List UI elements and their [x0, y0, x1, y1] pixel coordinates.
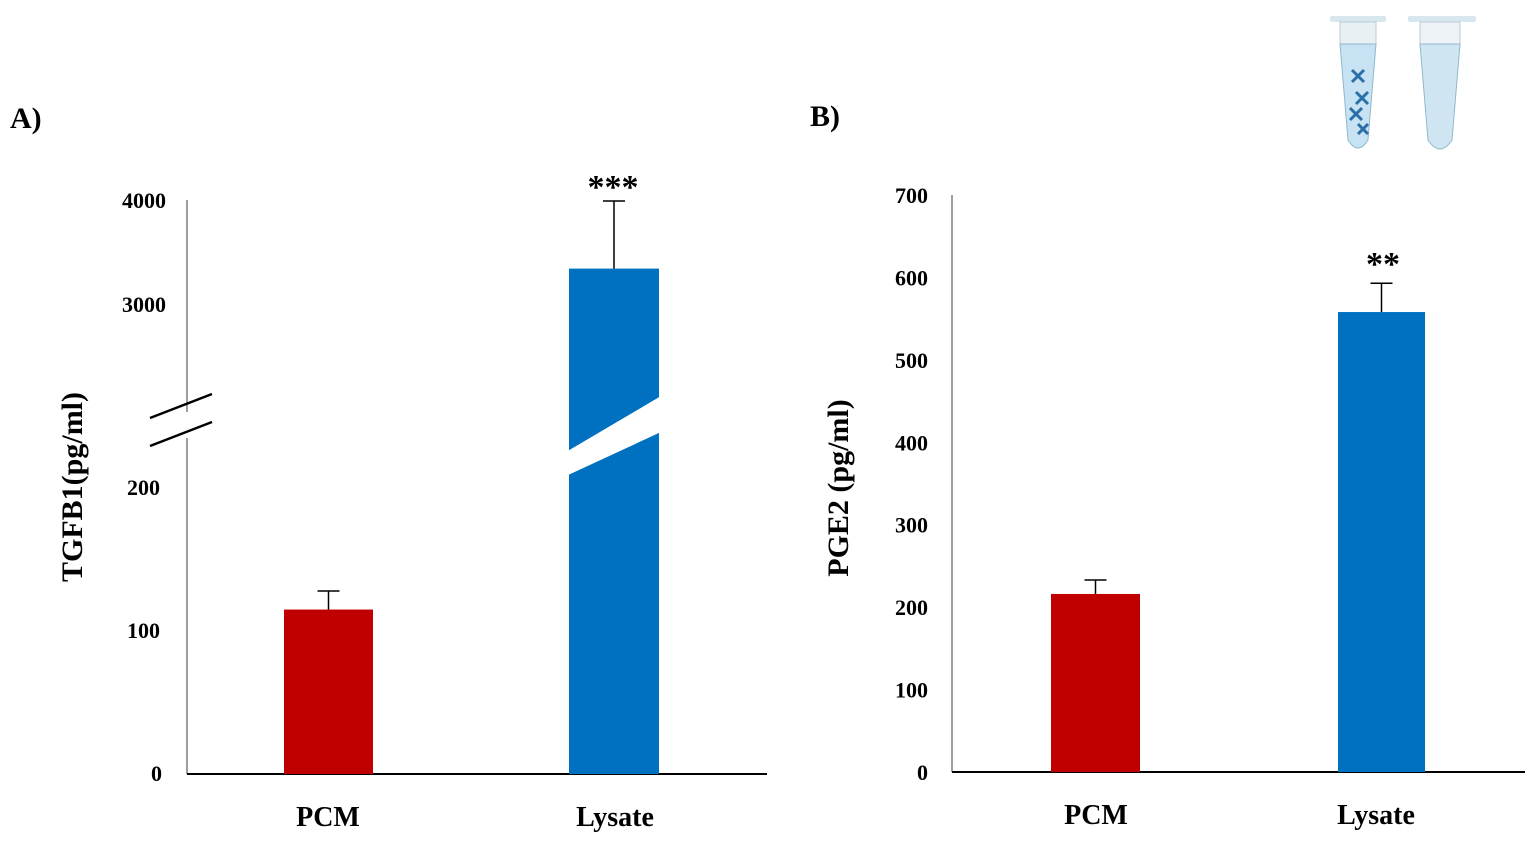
chart-a-category-lysate: Lysate: [576, 802, 654, 833]
chart-a-ytick-3: 3000: [122, 292, 166, 317]
chart-a-significance-lysate: ***: [588, 169, 639, 206]
chart-b-category-pcm: PCM: [1064, 800, 1128, 831]
chart-b-ytick-1: 100: [895, 678, 928, 703]
chart-a-bar-pcm: [284, 609, 373, 774]
chart-b-bar-lysate: [1338, 312, 1425, 772]
panel-b-label: B): [810, 100, 840, 133]
chart-b-ytick-5: 500: [895, 348, 928, 373]
chart-b-ytick-2: 200: [895, 595, 928, 620]
chart-a-ytick-1: 100: [127, 618, 160, 643]
chart-b-ytick-3: 300: [895, 513, 928, 538]
chart-a-bar-lysate: [569, 268, 659, 774]
chart-b: 0 100 200 300 400 500 600 700 ** PCM Lysate PGE…: [822, 183, 1525, 831]
microcentrifuge-tubes-icon: [1330, 16, 1476, 150]
chart-b-ytick-7: 700: [895, 183, 928, 208]
chart-a-ylabel: TGFB1(pg/ml): [56, 392, 89, 582]
chart-b-bar-pcm: [1051, 593, 1140, 772]
chart-a-bar-lysate-break: [566, 396, 661, 476]
chart-a-category-pcm: PCM: [296, 802, 360, 833]
chart-a-axis-break-icon: [149, 392, 213, 448]
chart-a-ytick-0: 0: [151, 761, 162, 786]
panel-a-label: A): [10, 102, 42, 135]
chart-a-ytick-4: 4000: [122, 188, 166, 213]
chart-b-significance-lysate: **: [1366, 246, 1400, 283]
chart-b-ytick-6: 600: [895, 265, 928, 290]
chart-b-ytick-0: 0: [917, 760, 928, 785]
chart-b-category-lysate: Lysate: [1337, 800, 1415, 831]
chart-b-ytick-4: 400: [895, 430, 928, 455]
chart-a-ytick-2: 200: [127, 475, 160, 500]
chart-b-ylabel: PGE2 (pg/ml): [822, 399, 855, 577]
chart-a: 0 100 200 3000 4000 *** PCM Lysate TGFB1…: [56, 169, 767, 833]
